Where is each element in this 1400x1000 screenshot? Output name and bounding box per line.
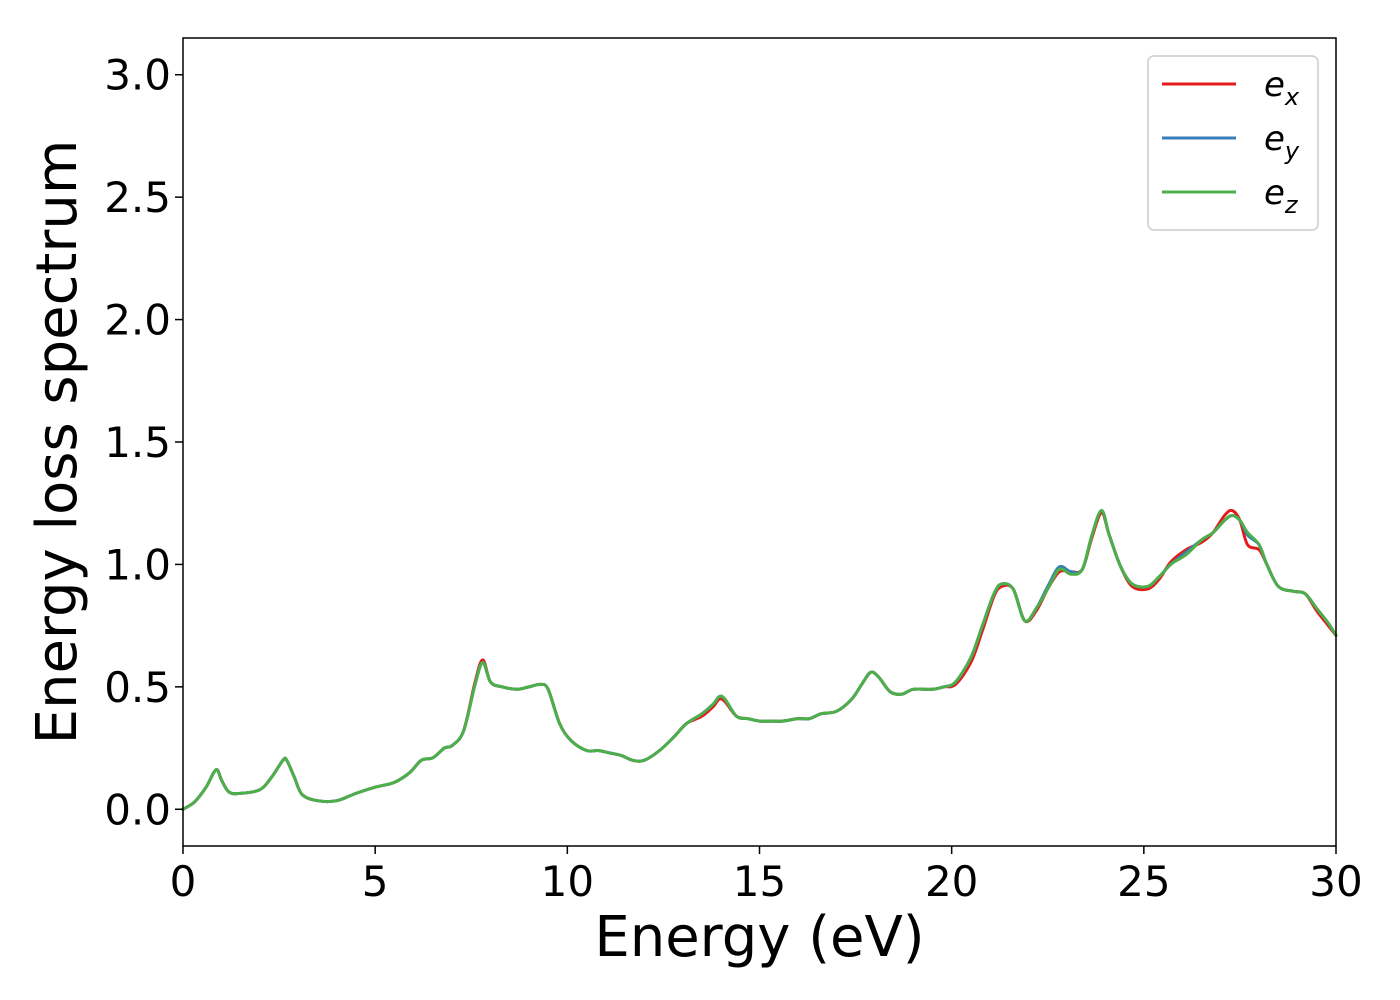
series-line-z (181, 509, 1338, 811)
series-line-y (181, 509, 1338, 811)
x-tick-label: 10 (541, 857, 594, 906)
y-axis-ticks: 0.0 0.5 1.0 1.5 2.0 2.5 3.0 (104, 51, 183, 834)
y-axis-title: Energy loss spectrum (25, 140, 90, 745)
y-tick-label: 3.0 (104, 51, 171, 100)
plot-lines (181, 508, 1338, 811)
legend-label-x: ex (1264, 65, 1300, 111)
legend-label-y: ey (1264, 119, 1300, 165)
legend: ex ey ez (1147, 55, 1319, 231)
y-tick-label: 2.5 (104, 173, 171, 222)
x-tick-label: 5 (362, 857, 389, 906)
x-axis-ticks: 0 5 10 15 20 25 30 (170, 846, 1363, 906)
x-tick-label: 30 (1309, 857, 1362, 906)
y-tick-label: 2.0 (104, 296, 171, 345)
y-tick-label: 0.0 (104, 785, 171, 834)
legend-label-z: ez (1264, 173, 1299, 219)
x-tick-label: 15 (733, 857, 786, 906)
series-line-x (181, 508, 1338, 811)
legend-box (1147, 55, 1319, 231)
x-axis-title: Energy (eV) (594, 905, 924, 970)
y-tick-label: 1.5 (104, 418, 171, 467)
x-tick-label: 20 (925, 857, 978, 906)
x-tick-label: 0 (170, 857, 197, 906)
y-tick-label: 0.5 (104, 663, 171, 712)
y-tick-label: 1.0 (104, 540, 171, 589)
x-tick-label: 25 (1117, 857, 1170, 906)
